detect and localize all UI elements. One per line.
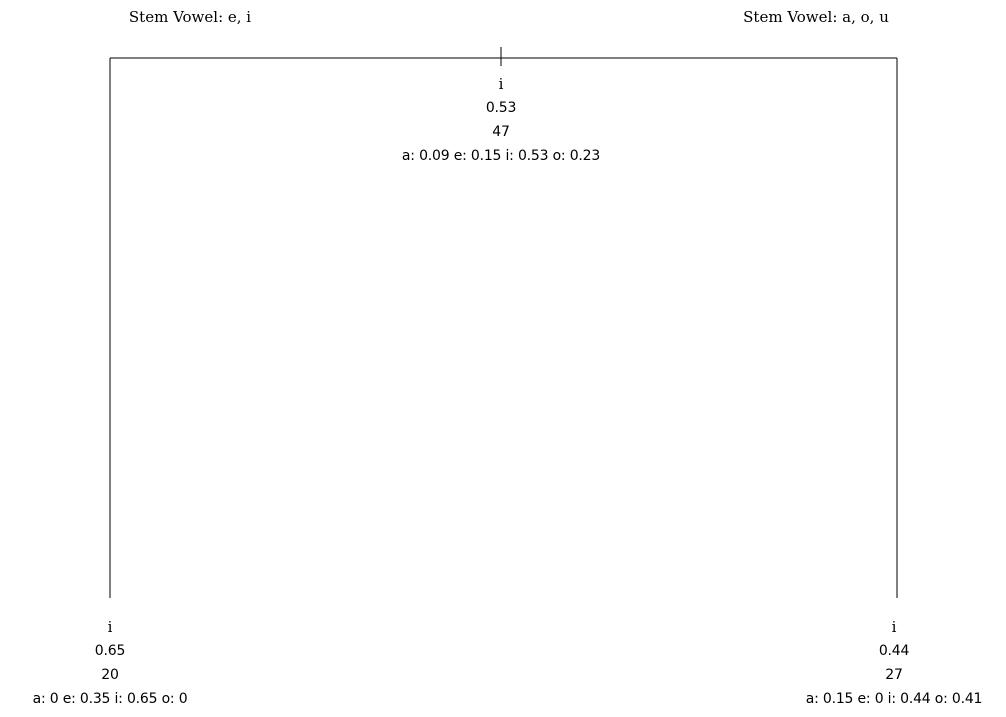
- left-split-label: Stem Vowel: e, i: [128, 8, 252, 26]
- root-distribution: a: 0.09 e: 0.15 i: 0.53 o: 0.23: [401, 148, 601, 164]
- root-class: i: [498, 75, 504, 93]
- right-leaf-probability: 0.44: [878, 643, 910, 659]
- right-leaf-class: i: [891, 618, 897, 636]
- left-leaf-distribution: a: 0 e: 0.35 i: 0.65 o: 0: [32, 691, 188, 707]
- right-leaf-distribution: a: 0.15 e: 0 i: 0.44 o: 0.41: [805, 691, 983, 707]
- right-leaf-count: 27: [885, 667, 903, 683]
- left-leaf-node: i 0.65 20 a: 0 e: 0.35 i: 0.65 o: 0: [33, 615, 188, 711]
- left-leaf-class: i: [107, 618, 113, 636]
- left-leaf-count: 20: [101, 667, 119, 683]
- right-leaf-node: i 0.44 27 a: 0.15 e: 0 i: 0.44 o: 0.41: [806, 615, 983, 711]
- root-count: 47: [492, 124, 510, 140]
- root-node: i 0.53 47 a: 0.09 e: 0.15 i: 0.53 o: 0.2…: [402, 72, 600, 168]
- right-split-label: Stem Vowel: a, o, u: [743, 8, 889, 26]
- left-leaf-probability: 0.65: [94, 643, 126, 659]
- root-probability: 0.53: [485, 100, 517, 116]
